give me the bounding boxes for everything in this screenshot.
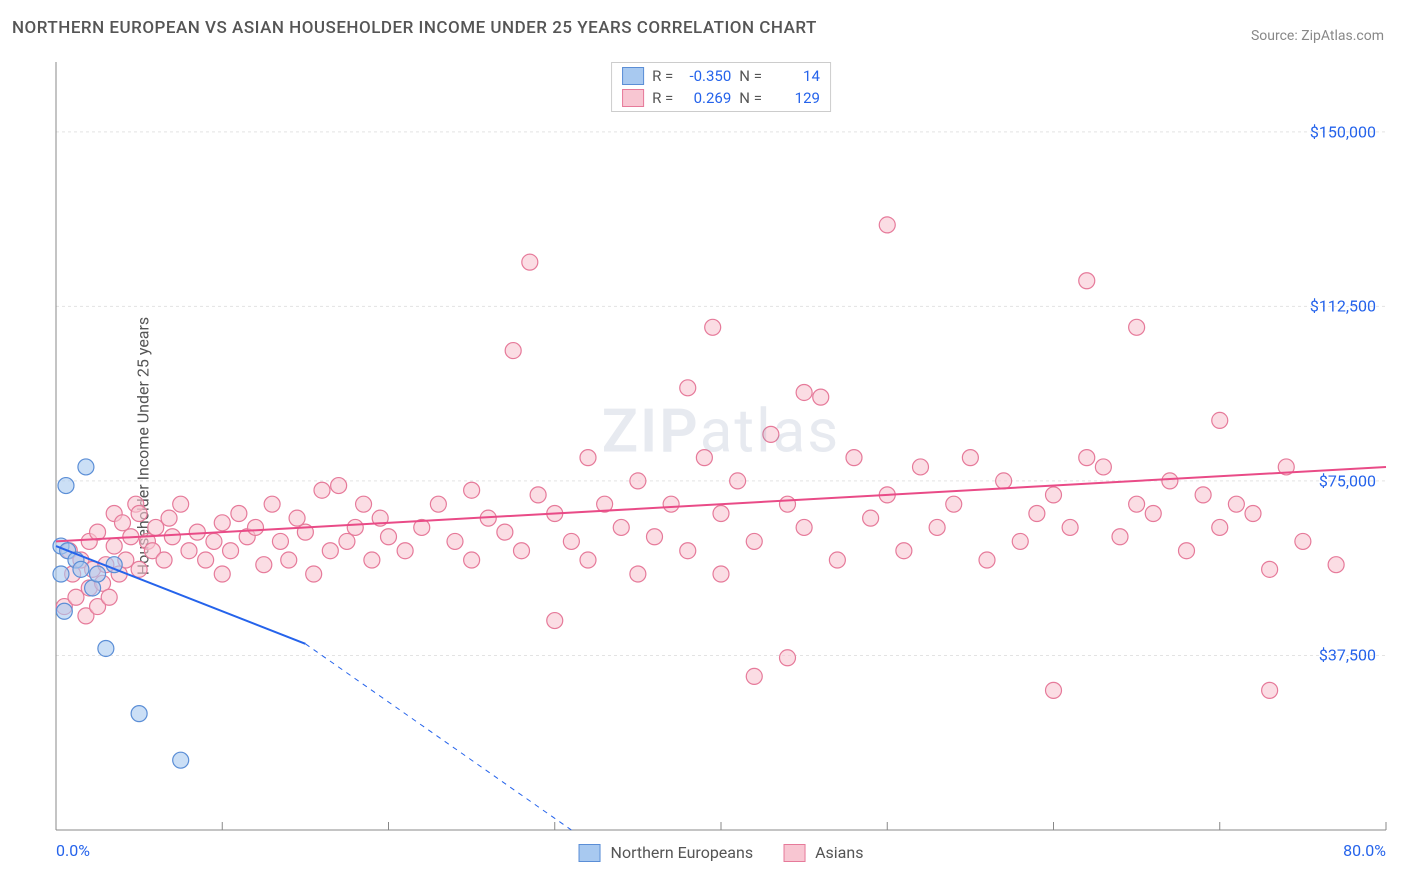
- r-value-asians: 0.269: [681, 89, 731, 107]
- r-value-northern: -0.350: [681, 67, 731, 85]
- legend-item-asians: Asians: [783, 843, 863, 862]
- n-value-northern: 14: [770, 67, 820, 85]
- y-tick-label: $75,000: [1319, 471, 1376, 490]
- n-label-asians: N =: [739, 89, 762, 107]
- legend-correlation-box: R = -0.350 N = 14 R = 0.269 N = 129: [611, 62, 831, 112]
- legend-row-northern: R = -0.350 N = 14: [622, 65, 820, 87]
- legend-swatch-northern-bottom: [579, 844, 601, 862]
- y-tick-label: $37,500: [1319, 646, 1376, 665]
- scatter-plot-svg: [56, 62, 1386, 830]
- r-label-asians: R =: [652, 89, 673, 107]
- n-label-northern: N =: [739, 67, 762, 85]
- source-attribution: Source: ZipAtlas.com: [1251, 28, 1384, 44]
- legend-swatch-asians-bottom: [783, 844, 805, 862]
- y-tick-label: $112,500: [1310, 297, 1376, 316]
- x-tick-label: 80.0%: [1343, 841, 1386, 860]
- n-value-asians: 129: [770, 89, 820, 107]
- chart-plot-area: ZIPatlas R = -0.350 N = 14 R = 0.269 N =…: [56, 62, 1386, 830]
- legend-swatch-asians: [622, 89, 644, 107]
- r-label-northern: R =: [652, 67, 673, 85]
- legend-series-box: Northern Europeans Asians: [579, 843, 864, 862]
- chart-title: NORTHERN EUROPEAN VS ASIAN HOUSEHOLDER I…: [12, 18, 817, 38]
- legend-swatch-northern: [622, 67, 644, 85]
- legend-label-northern: Northern Europeans: [611, 843, 754, 862]
- y-tick-label: $150,000: [1310, 122, 1376, 141]
- legend-row-asians: R = 0.269 N = 129: [622, 87, 820, 109]
- legend-label-asians: Asians: [815, 843, 863, 862]
- x-tick-label: 0.0%: [56, 841, 90, 860]
- legend-item-northern: Northern Europeans: [579, 843, 754, 862]
